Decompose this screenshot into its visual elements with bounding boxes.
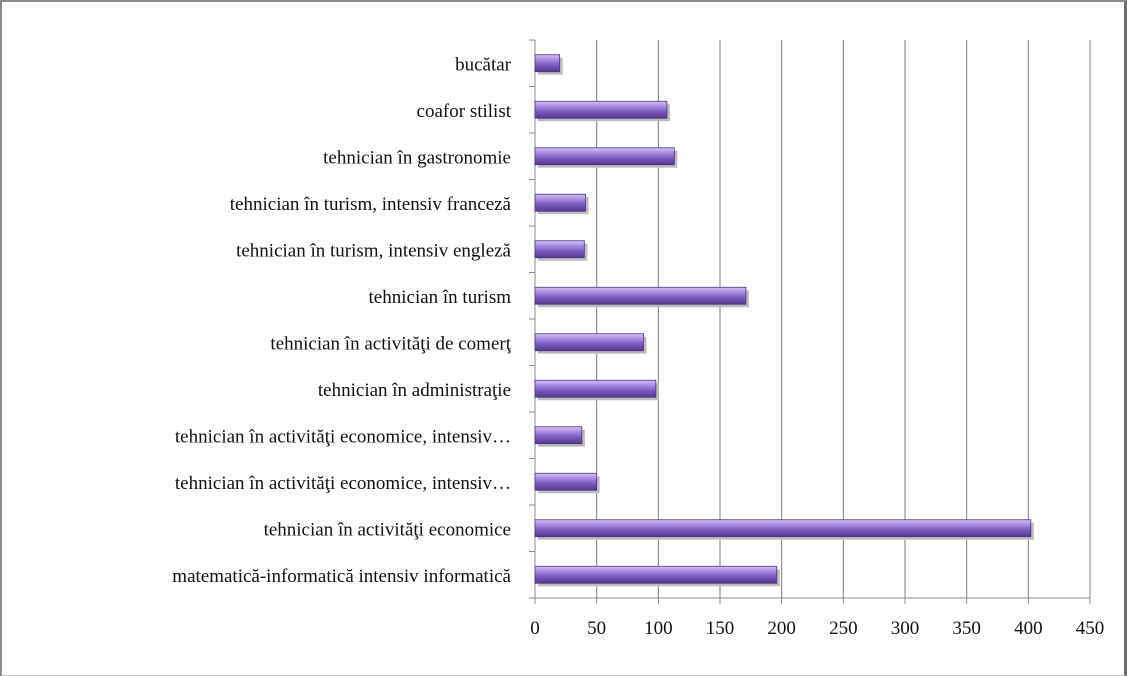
category-labels: bucătar coafor stilist tehnician în gastro… [172, 54, 511, 587]
bar [534, 333, 644, 352]
bar [534, 240, 585, 259]
x-tick-label: 450 [1076, 618, 1105, 639]
x-tick-label: 200 [767, 618, 796, 639]
category-label: tehnician în activităţi economice, inten… [175, 473, 511, 494]
x-tick-label: 250 [829, 618, 858, 639]
gridlines [596, 40, 1091, 598]
category-label: tehnician în gastronomie [323, 147, 511, 168]
bar [534, 147, 675, 166]
category-label: tehnician în administraţie [318, 380, 511, 401]
category-label: coafor stilist [417, 101, 512, 122]
x-tick-label: 50 [587, 618, 606, 639]
bars [534, 54, 1034, 587]
tick-labels: 0 50 100 150 200 250 300 350 400 450 [530, 618, 1104, 639]
x-tick-label: 300 [891, 618, 920, 639]
axes [529, 39, 1091, 604]
bar [534, 519, 1032, 538]
bar [534, 286, 747, 305]
category-label: tehnician în activităţi economice, inten… [175, 426, 511, 447]
category-label: tehnician în turism, intensiv engleză [236, 240, 511, 261]
bar [534, 193, 586, 212]
category-label: tehnician în turism, intensiv franceză [230, 194, 512, 215]
x-tick-label: 350 [952, 618, 981, 639]
bar [534, 565, 778, 584]
category-label: bucătar [455, 54, 512, 75]
x-tick-label: 0 [530, 618, 540, 639]
category-label: matematică-informatică intensiv informat… [172, 566, 511, 587]
bar [534, 379, 657, 398]
category-label: tehnician în activităţi economice [264, 519, 511, 540]
bar [534, 472, 598, 491]
x-tick-label: 100 [644, 618, 673, 639]
x-tick-label: 150 [706, 618, 735, 639]
bar [534, 54, 561, 73]
bar [534, 426, 583, 445]
category-label: tehnician în turism [369, 287, 512, 308]
x-tick-label: 400 [1014, 618, 1043, 639]
bar [534, 100, 668, 119]
category-label: tehnician în activităţi de comerţ [270, 333, 511, 354]
